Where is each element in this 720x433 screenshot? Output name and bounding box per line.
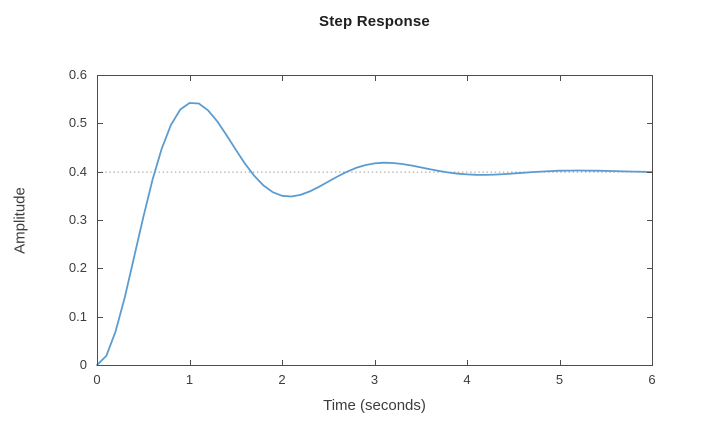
y-tick-label: 0.3 (68, 212, 87, 227)
x-tick-label: 0 (93, 372, 101, 387)
y-tick-label: 0 (79, 357, 87, 372)
x-axis-label: Time (seconds) (323, 397, 426, 414)
x-tick-label: 1 (185, 372, 194, 387)
chart-title: Step Response (319, 13, 430, 30)
response-curve (96, 102, 653, 366)
y-tick-label: 0.2 (68, 260, 87, 276)
axes-box (97, 75, 653, 366)
x-tick-label: 2 (278, 372, 286, 387)
x-tick-label: 5 (555, 372, 564, 387)
y-tick-label: 0.1 (68, 308, 87, 324)
y-tick-label: 0.6 (68, 67, 87, 82)
x-tick-label: 4 (463, 372, 471, 387)
x-tick-label: 6 (648, 372, 656, 387)
y-tick-label: 0.5 (68, 115, 87, 131)
x-tick-label: 3 (370, 372, 379, 387)
y-tick-label: 0.4 (68, 163, 87, 179)
